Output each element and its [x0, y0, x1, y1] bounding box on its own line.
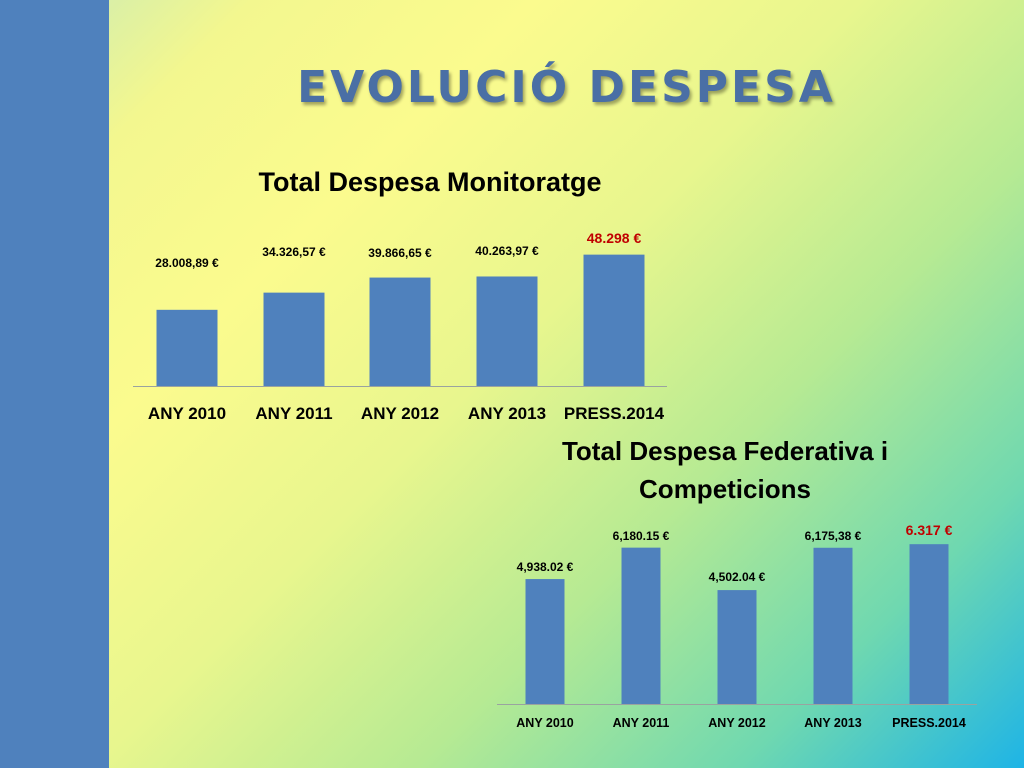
chart-2-bar-1 [525, 579, 565, 704]
chart-1-category-label-4: ANY 2013 [468, 404, 546, 423]
chart-2-bar-5 [909, 544, 949, 704]
chart-1-category-label-1: ANY 2010 [148, 404, 226, 423]
side-bar [0, 0, 109, 768]
chart-1-data-label-4: 40.263,97 € [475, 244, 539, 258]
chart-1-bar-4 [476, 276, 538, 386]
chart-2-category-label-2: ANY 2011 [613, 716, 670, 730]
chart-2-bar-3 [717, 590, 757, 704]
chart-1-title: Total Despesa Monitoratge [258, 167, 602, 197]
chart-2-data-label-3: 4,502.04 € [709, 570, 766, 584]
chart-2-bar-2 [621, 547, 661, 704]
chart-2-category-label-1: ANY 2010 [516, 716, 573, 730]
chart-1-data-label-1: 28.008,89 € [155, 256, 219, 270]
chart-1-bar-5 [583, 254, 645, 386]
chart-2-data-label-5: 6.317 € [906, 522, 953, 538]
chart-1-category-label-5: PRESS.2014 [564, 404, 665, 423]
chart-2-category-label-5: PRESS.2014 [892, 716, 966, 730]
chart-2-bar-4 [813, 547, 853, 704]
chart-2-category-label-4: ANY 2013 [804, 716, 861, 730]
chart-1-bar-1 [156, 309, 218, 386]
chart-1-bar-3 [369, 277, 431, 386]
chart-1-data-label-3: 39.866,65 € [368, 246, 432, 260]
chart-2-data-label-1: 4,938.02 € [517, 560, 574, 574]
slide-title: EVOLUCIÓ DESPESA [297, 62, 836, 113]
chart-1-data-label-2: 34.326,57 € [262, 245, 326, 259]
chart-1-category-label-3: ANY 2012 [361, 404, 439, 423]
chart-1-data-label-5: 48.298 € [587, 230, 642, 246]
chart-2-data-label-2: 6,180.15 € [613, 529, 670, 543]
chart-2-category-label-3: ANY 2012 [708, 716, 765, 730]
chart-1-bar-2 [263, 292, 325, 386]
chart-2-title: Total Despesa Federativa i Competicions [561, 436, 889, 504]
chart-1-category-label-2: ANY 2011 [255, 404, 332, 423]
chart-2-data-label-4: 6,175,38 € [805, 529, 862, 543]
